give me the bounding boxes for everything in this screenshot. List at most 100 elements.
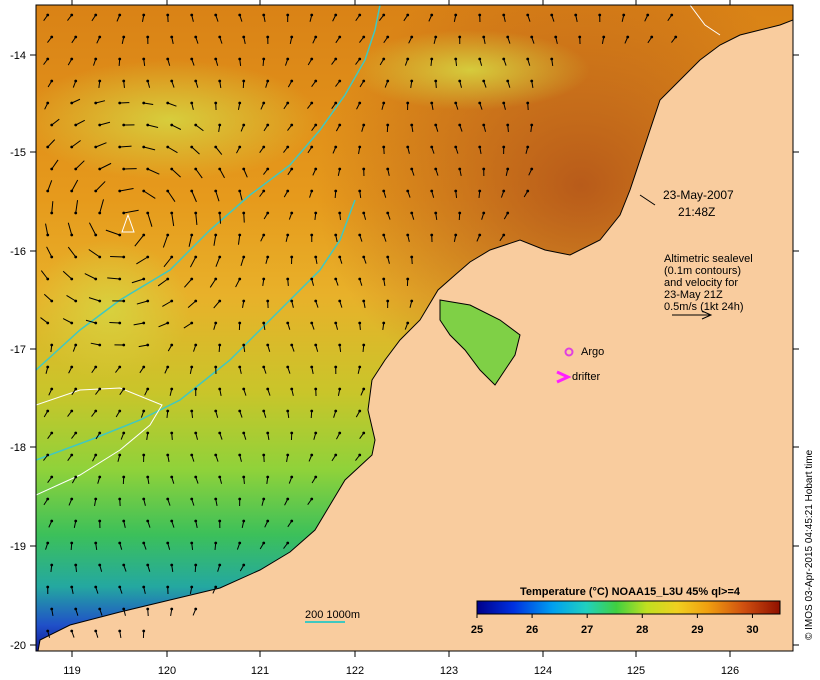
vector-origin (238, 453, 242, 457)
vector-origin (142, 585, 146, 589)
velocity-vector (123, 209, 139, 214)
vector-origin (146, 79, 150, 83)
bathy-contour-200 (36, 5, 381, 371)
vector-origin (94, 453, 98, 457)
vector-origin (218, 79, 222, 83)
sealevel-contour (36, 387, 163, 496)
vector-origin (406, 189, 410, 193)
vector-origin (530, 35, 534, 39)
vector-origin (242, 211, 246, 215)
vector-origin (530, 167, 534, 171)
vector-origin (218, 343, 222, 347)
vector-origin (146, 431, 150, 435)
vector-origin (242, 255, 246, 259)
vector-origin (314, 211, 318, 215)
vector-origin (526, 13, 530, 17)
vector-origin (358, 13, 362, 17)
vector-origin (218, 387, 222, 391)
vector-origin (190, 585, 194, 589)
vector-origin (406, 233, 410, 237)
vector-origin (94, 233, 98, 237)
vector-origin (362, 255, 366, 259)
gulf (439, 299, 521, 386)
vector-origin (266, 79, 270, 83)
vector-origin (238, 233, 242, 237)
vector-origin (314, 255, 318, 259)
vector-origin (478, 145, 482, 149)
vector-origin (142, 13, 146, 17)
colorbar-tick-label: 25 (471, 624, 483, 636)
velocity-vector (243, 168, 248, 178)
velocity-vector (75, 119, 85, 126)
vector-origin (46, 453, 50, 457)
altimetry-note: Altimetric sealevel (0.1m contours) and … (664, 253, 753, 320)
vector-origin (142, 497, 146, 501)
vector-origin (166, 365, 170, 369)
vector-origin (266, 387, 270, 391)
velocity-vector (71, 98, 81, 104)
vector-origin (190, 321, 194, 325)
vector-origin (94, 277, 98, 281)
vector-origin (218, 299, 222, 303)
vector-origin (170, 519, 174, 523)
vector-origin (262, 409, 266, 413)
velocity-vector (62, 270, 73, 280)
vector-origin (482, 211, 486, 215)
vector-origin (286, 409, 290, 413)
vector-origin (410, 211, 414, 215)
vector-origin (70, 277, 74, 281)
vector-origin (574, 13, 578, 17)
vector-origin (478, 189, 482, 193)
latitude-axis: -14 -15 -16 -17 -18 -19 -20 (10, 50, 799, 652)
vector-origin (386, 123, 390, 127)
vector-origin (434, 167, 438, 171)
vector-origin (170, 79, 174, 83)
vector-origin (70, 585, 74, 589)
velocity-vector (47, 180, 53, 192)
vector-origin (262, 497, 266, 501)
velocity-vector (187, 300, 197, 309)
velocity-vector (215, 190, 220, 202)
velocity-vector (240, 256, 245, 267)
velocity-vector (105, 229, 120, 236)
vector-origin (238, 145, 242, 149)
vector-origin (94, 13, 98, 17)
vector-origin (430, 145, 434, 149)
vector-origin (314, 35, 318, 39)
vector-origin (286, 321, 290, 325)
vector-origin (118, 13, 122, 17)
vector-origin (598, 13, 602, 17)
vector-origin (458, 35, 462, 39)
vector-origin (190, 497, 194, 501)
vector-origin (74, 79, 78, 83)
vector-origin (218, 211, 222, 215)
vector-origin (166, 453, 170, 457)
vector-origin (218, 123, 222, 127)
velocity-vector (191, 190, 197, 203)
vector-origin (334, 101, 338, 105)
longitude-axis: 119 120 121 122 123 124 125 126 (63, 0, 739, 677)
vector-origin (290, 255, 294, 259)
vector-origin (146, 35, 150, 39)
velocity-vector (107, 277, 120, 280)
altimetry-line-4: 23-May 21Z (664, 289, 723, 301)
vector-origin (314, 343, 318, 347)
vector-origin (98, 167, 102, 171)
vector-origin (358, 57, 362, 61)
vector-origin (74, 387, 78, 391)
vector-origin (122, 211, 126, 215)
vector-origin (454, 13, 458, 17)
velocity-vector (171, 124, 182, 130)
vector-origin (146, 343, 150, 347)
vector-origin (358, 277, 362, 281)
velocity-vector (215, 256, 221, 267)
vector-origin (194, 343, 198, 347)
colorbar-tick-label: 30 (746, 624, 758, 636)
velocity-vector (167, 146, 178, 154)
vector-origin (238, 101, 242, 105)
vector-origin (118, 629, 122, 633)
velocity-vector (171, 212, 175, 227)
vector-origin (142, 409, 146, 413)
sst-field (36, 5, 793, 651)
vector-origin (166, 101, 170, 105)
